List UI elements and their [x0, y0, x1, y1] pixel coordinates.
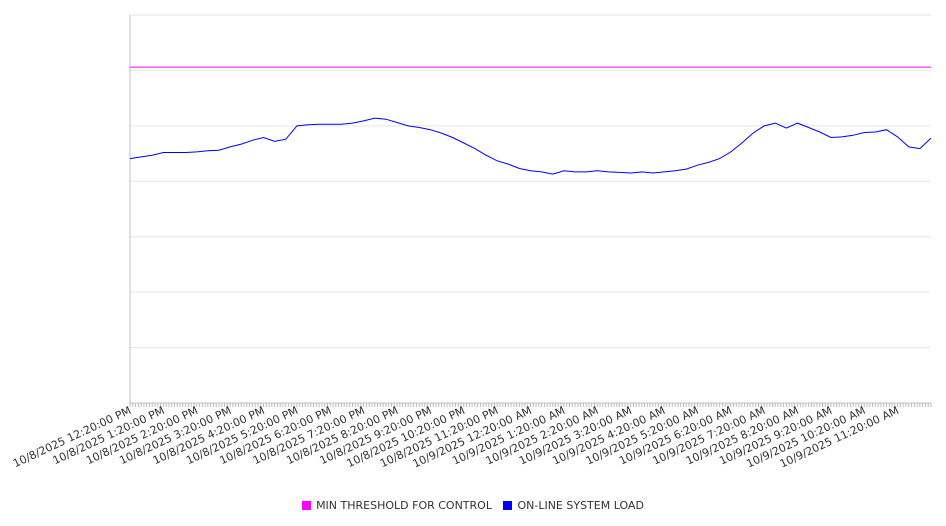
grid-lines: [130, 14, 931, 349]
load-swatch-icon: [503, 501, 513, 510]
axes: [129, 15, 932, 407]
legend-label-system-load: ON-LINE SYSTEM LOAD: [517, 499, 644, 512]
legend: MIN THRESHOLD FOR CONTROL ON-LINE SYSTEM…: [0, 499, 946, 513]
legend-item-threshold[interactable]: MIN THRESHOLD FOR CONTROL: [302, 499, 492, 512]
legend-item-system-load[interactable]: ON-LINE SYSTEM LOAD: [503, 499, 644, 512]
system-load-line: [129, 117, 932, 175]
threshold-swatch-icon: [302, 501, 312, 510]
legend-label-threshold: MIN THRESHOLD FOR CONTROL: [316, 499, 492, 512]
series-layer: [129, 66, 932, 175]
